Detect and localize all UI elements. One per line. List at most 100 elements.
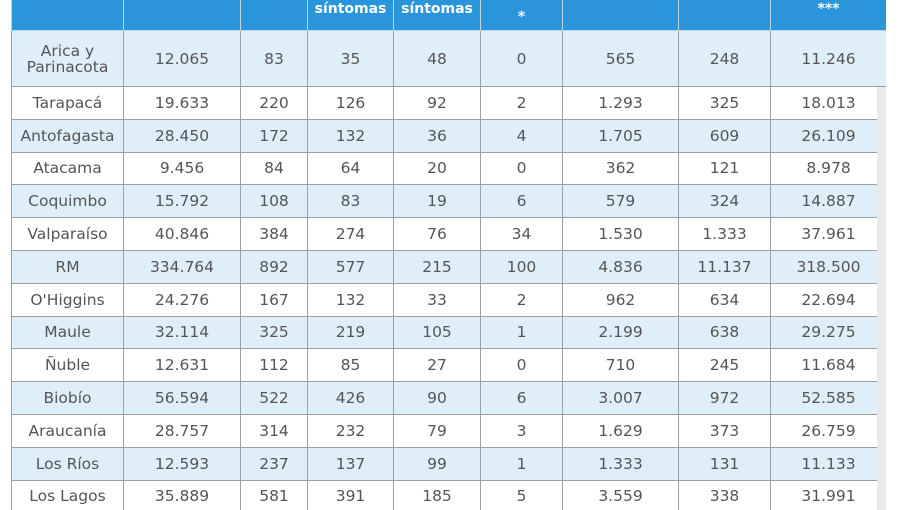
value-cell: 11.133 [770,446,887,481]
header-deaths [562,0,679,31]
value-cell: 1.530 [562,217,679,251]
value-cell: 2 [480,282,563,317]
value-cell: 579 [562,184,679,219]
value-cell: 92 [393,86,481,120]
region-name-cell: Araucanía [11,413,124,448]
value-cell: 373 [678,413,771,448]
value-cell: 52.585 [770,381,887,415]
value-cell: 220 [240,86,308,120]
value-cell: 565 [562,30,679,87]
value-cell: 5 [480,479,563,510]
value-cell: 12.065 [123,30,241,87]
value-cell: 3.559 [562,479,679,510]
value-cell: 137 [307,446,394,481]
value-cell: 83 [307,184,394,219]
value-cell: 710 [562,348,679,383]
value-cell: 219 [307,315,394,350]
value-cell: 64 [307,151,394,186]
region-name-cell: Ñuble [11,348,124,383]
table-row: Los Ríos 12.593 237 137 99 1 1.333 131 11.133 [11,446,887,481]
region-name-cell: Los Ríos [11,446,124,481]
value-cell: 132 [307,282,394,317]
value-cell: 34 [480,217,563,251]
value-cell: 12.631 [123,348,241,383]
value-cell: 84 [240,151,308,186]
value-cell: 11.137 [678,249,771,284]
value-cell: 0 [480,348,563,383]
value-cell: 18.013 [770,86,887,120]
value-cell: 1.629 [562,413,679,448]
value-cell: 577 [307,249,394,284]
table-row: Valparaíso 40.846 384 274 76 34 1.530 1.333 37.9… [11,217,887,251]
table-row: Ñuble 12.631 112 85 27 0 710 245 11.684 [11,348,887,383]
region-name-cell: O'Higgins [11,282,124,317]
value-cell: 237 [240,446,308,481]
header-new [240,0,308,31]
region-name-cell: Atacama [11,151,124,186]
value-cell: 121 [678,151,771,186]
value-cell: 185 [393,479,481,510]
table-row: Los Lagos 35.889 581 391 185 5 3.559 338 31.991 [11,479,887,510]
value-cell: 318.500 [770,249,887,284]
value-cell: 12.593 [123,446,241,481]
value-cell: 3.007 [562,381,679,415]
value-cell: 28.450 [123,118,241,153]
header-not-reported: * [480,0,563,31]
value-cell: 0 [480,151,563,186]
value-cell: 972 [678,381,771,415]
region-name-cell: Coquimbo [11,184,124,219]
value-cell: 20 [393,151,481,186]
value-cell: 6 [480,381,563,415]
table-row: Atacama 9.456 84 64 20 0 362 121 8.978 [11,151,887,186]
value-cell: 426 [307,381,394,415]
value-cell: 1.293 [562,86,679,120]
table-row: Tarapacá 19.633 220 126 92 2 1.293 325 18.013 [11,86,887,120]
right-gutter [886,0,900,510]
table-header-row: síntomas síntomas * *** [11,0,887,31]
value-cell: 11.246 [770,30,887,87]
value-cell: 14.887 [770,184,887,219]
value-cell: 245 [678,348,771,383]
value-cell: 1 [480,446,563,481]
value-cell: 1.705 [562,118,679,153]
value-cell: 85 [307,348,394,383]
value-cell: 79 [393,413,481,448]
value-cell: 232 [307,413,394,448]
value-cell: 56.594 [123,381,241,415]
scrollbar-track[interactable] [877,87,888,510]
value-cell: 26.109 [770,118,887,153]
value-cell: 108 [240,184,308,219]
value-cell: 638 [678,315,771,350]
value-cell: 29.275 [770,315,887,350]
header-region [11,0,124,31]
value-cell: 325 [678,86,771,120]
value-cell: 609 [678,118,771,153]
value-cell: 31.991 [770,479,887,510]
value-cell: 962 [562,282,679,317]
value-cell: 126 [307,86,394,120]
value-cell: 522 [240,381,308,415]
value-cell: 581 [240,479,308,510]
region-name-cell: Tarapacá [11,86,124,120]
table-row: Antofagasta 28.450 172 132 36 4 1.705 609 26.109 [11,118,887,153]
table-row: Coquimbo 15.792 108 83 19 6 579 324 14.887 [11,184,887,219]
value-cell: 105 [393,315,481,350]
value-cell: 391 [307,479,394,510]
region-name-cell: Maule [11,315,124,350]
value-cell: 8.978 [770,151,887,186]
value-cell: 35.889 [123,479,241,510]
value-cell: 131 [678,446,771,481]
value-cell: 1 [480,315,563,350]
value-cell: 26.759 [770,413,887,448]
value-cell: 3 [480,413,563,448]
value-cell: 132 [307,118,394,153]
value-cell: 90 [393,381,481,415]
value-cell: 2 [480,86,563,120]
value-cell: 6 [480,184,563,219]
value-cell: 27 [393,348,481,383]
value-cell: 33 [393,282,481,317]
value-cell: 35 [307,30,394,87]
region-name-cell: Valparaíso [11,217,124,251]
value-cell: 9.456 [123,151,241,186]
value-cell: 36 [393,118,481,153]
